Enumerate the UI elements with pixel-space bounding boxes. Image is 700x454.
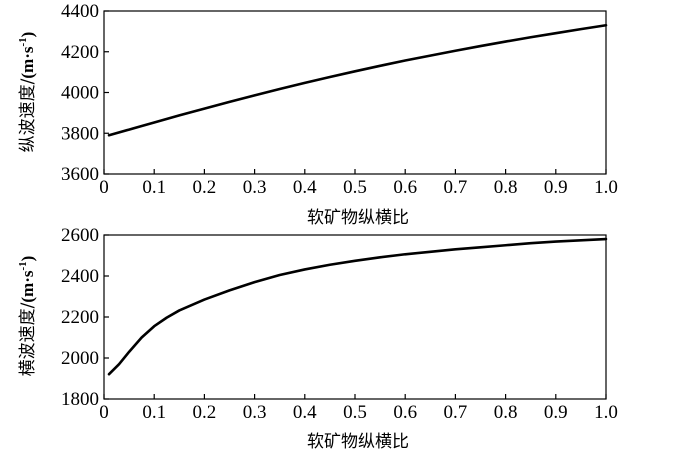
chart-bottom-x-tick-label: 0.1 bbox=[142, 402, 166, 423]
chart-bottom-ylabel-close: ) bbox=[18, 256, 37, 262]
chart-bottom-y-tick-label: 1800 bbox=[61, 389, 99, 410]
chart-top-plot-frame bbox=[103, 10, 607, 175]
chart-bottom-y-tick-label: 2200 bbox=[61, 307, 99, 328]
chart-bottom-y-tick-label: 2000 bbox=[61, 348, 99, 369]
chart-top-y-tick-label: 4400 bbox=[61, 1, 99, 22]
svg-text:纵波速度/(m·s-1): 纵波速度/(m·s-1) bbox=[17, 32, 38, 153]
chart-bottom-ylabel: 横波速度/(m·s-1) bbox=[17, 256, 38, 377]
chart-bottom-x-tick-label: 0.8 bbox=[494, 402, 518, 423]
chart-bottom-x-tick-label: 1.0 bbox=[594, 402, 618, 423]
chart-top-x-tick-label: 0.5 bbox=[343, 177, 367, 198]
chart-top-ylabel-unit: (m·s bbox=[18, 46, 37, 78]
chart-top-y-tick-label: 4200 bbox=[61, 42, 99, 63]
chart-bottom-y-tick-label: 2600 bbox=[61, 225, 99, 246]
chart-top-p-wave: 纵波速度/(m·s-1) 软矿物纵横比 0 0.1 0.2 0.3 0.4 0.5 0.6 0… bbox=[17, 1, 618, 228]
chart-top-ylabel: 纵波速度/(m·s-1) bbox=[17, 32, 38, 153]
chart-top-x-tick-label: 0 bbox=[99, 177, 109, 198]
chart-top-y-tick-label: 4000 bbox=[61, 83, 99, 104]
chart-bottom-x-tick-label: 0.5 bbox=[343, 402, 367, 423]
chart-top-x-tick-label: 0.9 bbox=[544, 177, 568, 198]
chart-bottom-ylabel-unit: (m·s bbox=[18, 270, 37, 302]
chart-top-x-tick-label: 0.7 bbox=[444, 177, 468, 198]
chart-bottom-s-wave: 横波速度/(m·s-1) 软矿物纵横比 0 0.1 0.2 0.3 0.4 0.5 0.6 0… bbox=[17, 225, 618, 452]
chart-top-x-tick-label: 0.1 bbox=[142, 177, 166, 198]
chart-top-x-tick-label: 0.3 bbox=[243, 177, 267, 198]
chart-bottom-x-tick-label: 0 bbox=[99, 402, 109, 423]
chart-bottom-y-tick-label: 2400 bbox=[61, 266, 99, 287]
chart-bottom-x-tick-label: 0.3 bbox=[243, 402, 267, 423]
chart-bottom-ylabel-text: 横波速度/ bbox=[18, 302, 38, 376]
chart-bottom-x-tick-label: 0.4 bbox=[293, 402, 317, 423]
chart-top-ylabel-sup: -1 bbox=[17, 37, 29, 46]
chart-bottom-x-tick-label: 0.9 bbox=[544, 402, 568, 423]
chart-bottom-x-tick-label: 0.6 bbox=[393, 402, 417, 423]
chart-top-ylabel-text: 纵波速度/ bbox=[18, 78, 38, 152]
chart-top-y-tick-label: 3600 bbox=[61, 164, 99, 185]
chart-bottom-x-tick-label: 0.2 bbox=[193, 402, 217, 423]
svg-text:横波速度/(m·s-1): 横波速度/(m·s-1) bbox=[17, 256, 38, 377]
chart-top-x-tick-label: 0.8 bbox=[494, 177, 518, 198]
chart-top-xlabel: 软矿物纵横比 bbox=[307, 208, 409, 228]
chart-top-x-tick-label: 0.2 bbox=[193, 177, 217, 198]
chart-bottom-series-line bbox=[107, 237, 608, 376]
chart-top-ylabel-close: ) bbox=[18, 32, 37, 38]
chart-top-x-tick-label: 0.4 bbox=[293, 177, 317, 198]
chart-top-x-tick-label: 0.6 bbox=[393, 177, 417, 198]
chart-bottom-xlabel: 软矿物纵横比 bbox=[307, 432, 409, 452]
chart-bottom-x-tick-label: 0.7 bbox=[444, 402, 468, 423]
chart-top-x-tick-label: 1.0 bbox=[594, 177, 618, 198]
chart-top-y-tick-label: 3800 bbox=[61, 123, 99, 144]
chart-bottom-ylabel-sup: -1 bbox=[17, 261, 29, 270]
chart-top-series-line bbox=[107, 23, 608, 137]
